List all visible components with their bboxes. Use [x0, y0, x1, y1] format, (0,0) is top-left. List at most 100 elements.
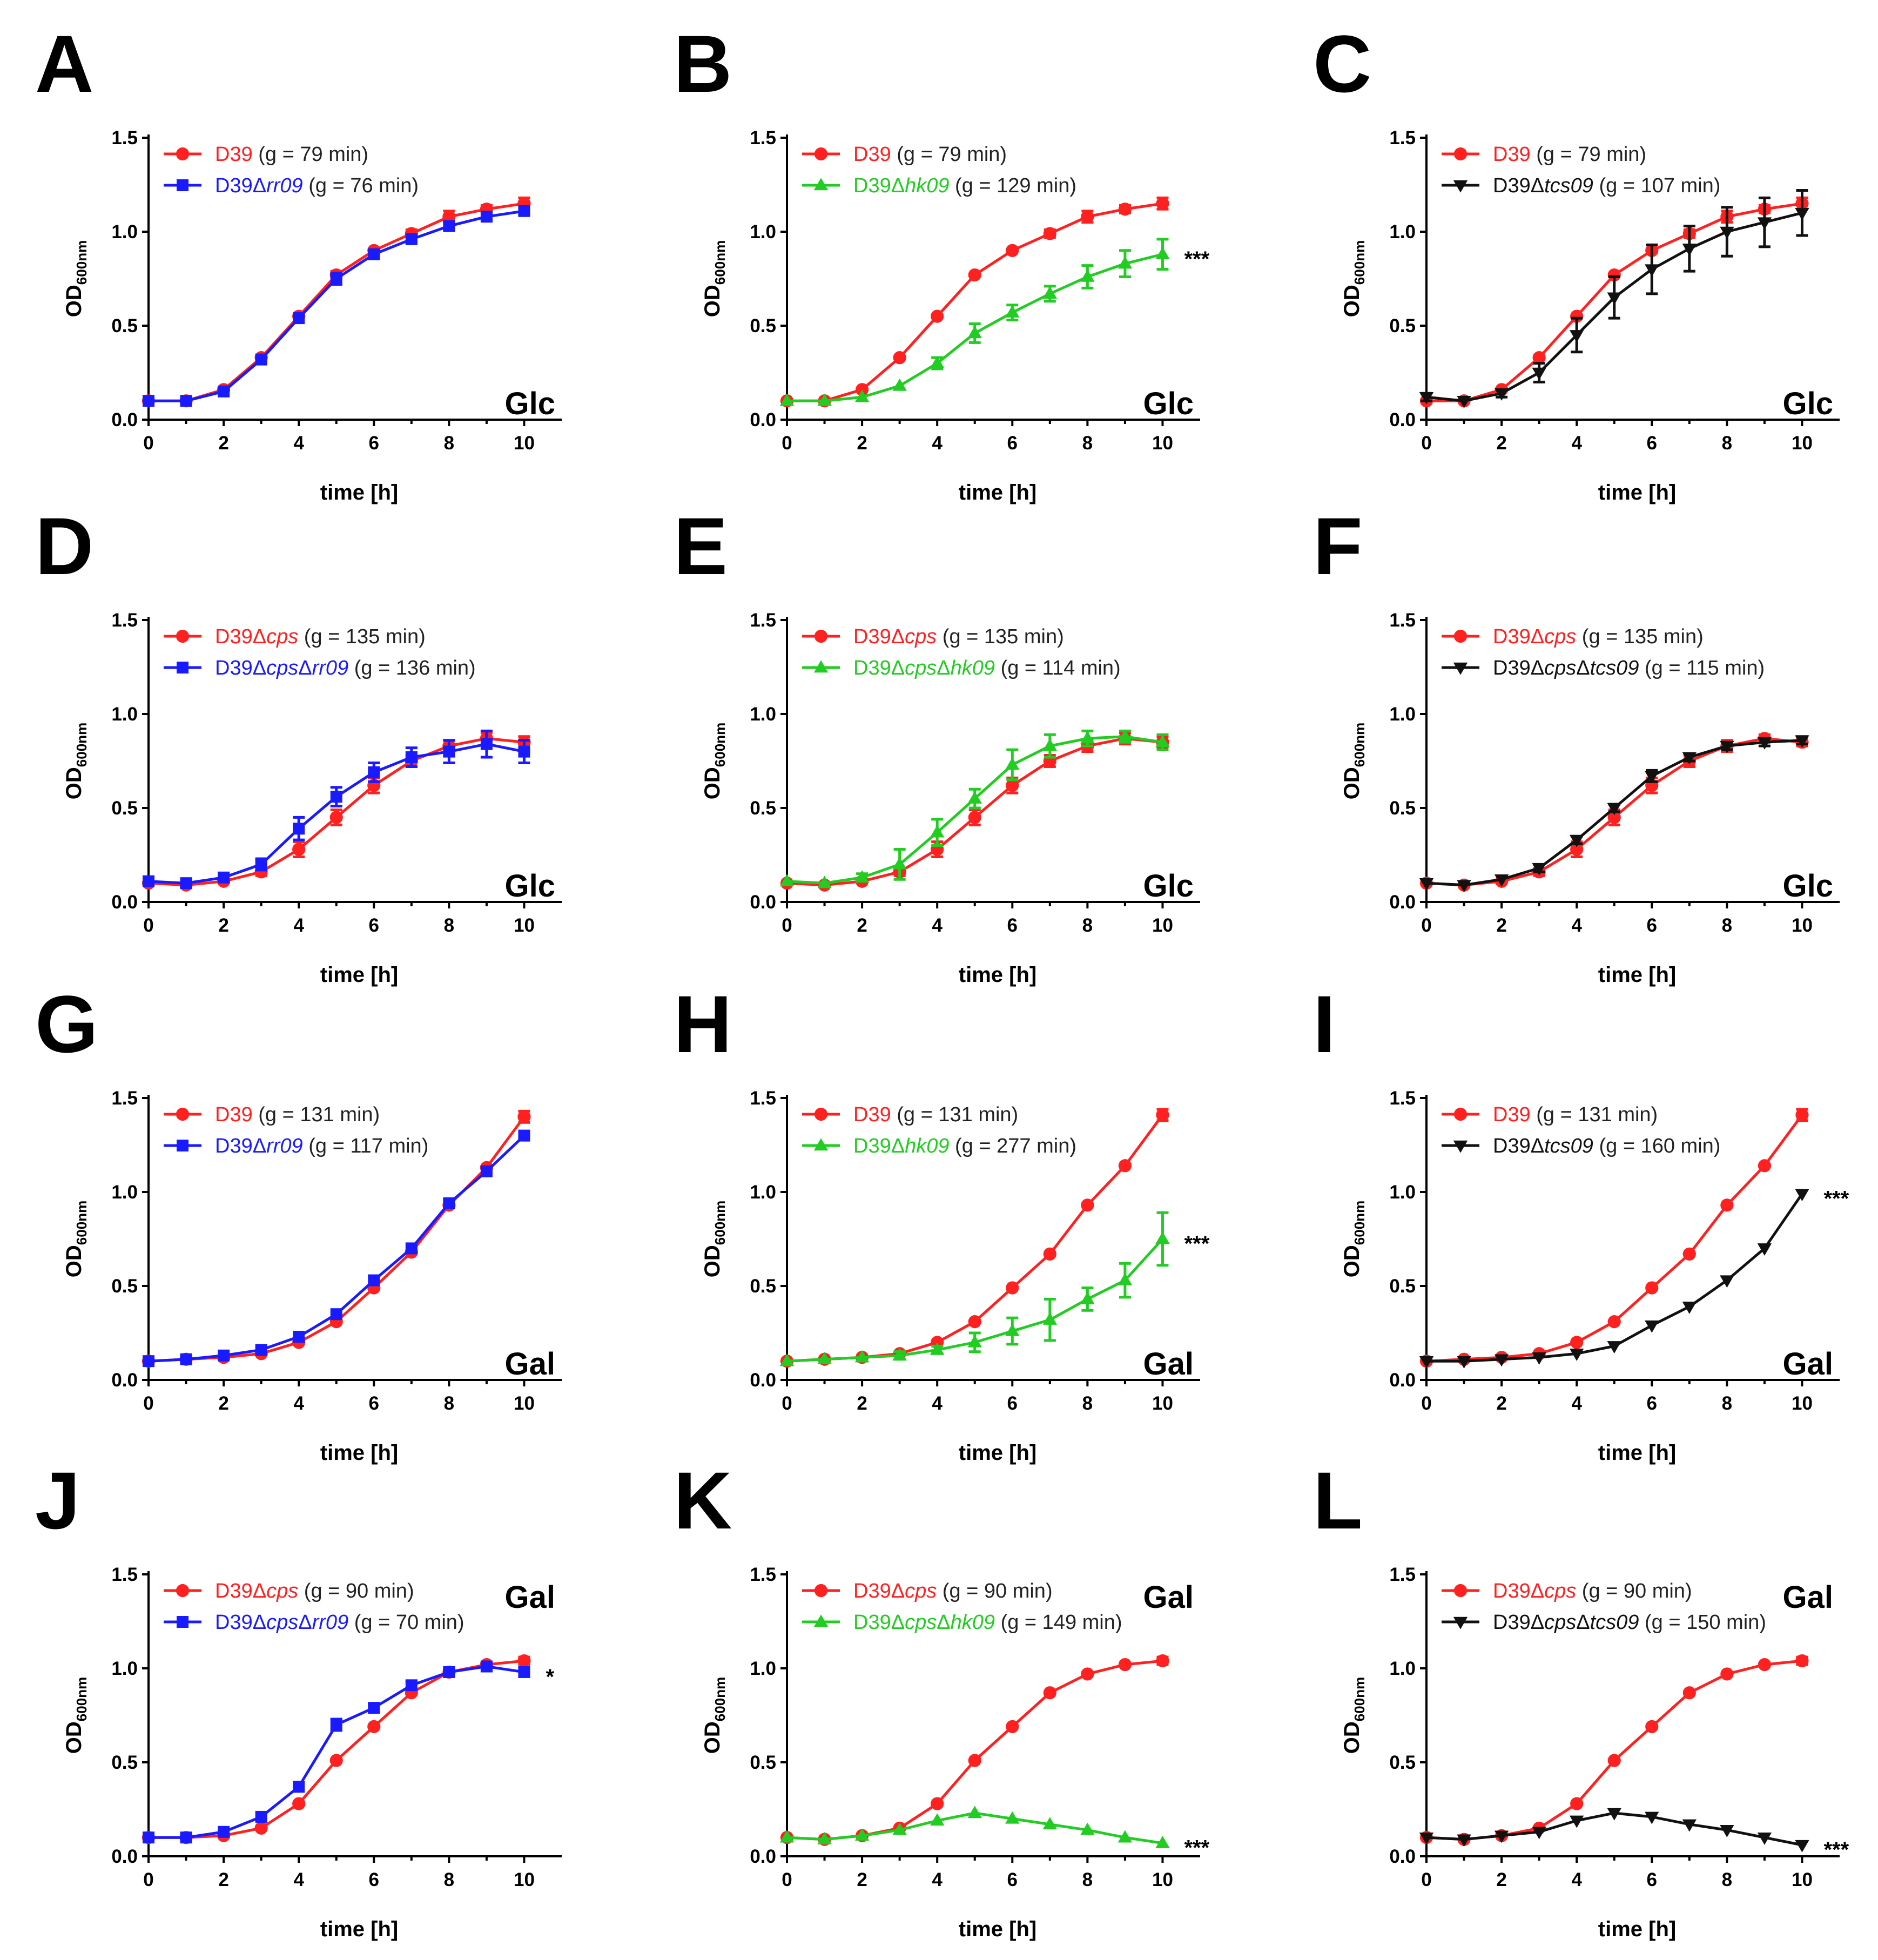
- y-tick-label: 1.0: [111, 221, 138, 243]
- significance-marker: *: [546, 1665, 554, 1689]
- y-axis-title-sub: 600nm: [1351, 1201, 1368, 1245]
- data-point: [968, 811, 981, 824]
- data-point: [1006, 244, 1019, 257]
- data-point: [779, 1830, 795, 1843]
- data-point: [1494, 1830, 1509, 1843]
- x-tick-label: 6: [1647, 915, 1657, 936]
- legend-label: D39ΔcpsΔhk09 (g = 114 min): [853, 657, 1121, 679]
- y-axis-title-sub: 600nm: [1351, 240, 1368, 285]
- series-j-1: [143, 1660, 530, 1844]
- legend-name-part: cps: [905, 1611, 937, 1634]
- x-tick-label: 4: [1571, 1393, 1582, 1414]
- data-point: [1757, 1243, 1772, 1256]
- legend-label: D39 (g = 79 min): [1493, 143, 1646, 166]
- panel-a: A 0.0 0.5 1.0 1.5 0 2 4 6 8 10 time [h] OD600nm D39 (…: [35, 18, 562, 504]
- y-tick-label: 0.0: [1389, 1846, 1416, 1867]
- legend-name-part: D39: [1493, 1103, 1531, 1126]
- y-tick-label: 0.0: [111, 1846, 138, 1867]
- x-tick-label: 6: [1007, 915, 1018, 936]
- data-point: [330, 1308, 342, 1321]
- x-tick-label: 2: [218, 433, 228, 454]
- panel-i: I 0.0 0.5 1.0 1.5 0 2 4 6 8 10 time [h] OD600nm D39 (…: [1313, 979, 1849, 1465]
- legend-name-part: D39: [215, 143, 253, 166]
- legend-a: D39 (g = 79 min) D39Δrr09 (g = 76 min): [164, 143, 419, 197]
- legend-name-part: rr09: [312, 657, 349, 679]
- legend-suffix: (g = 76 min): [303, 174, 419, 197]
- legend-suffix: (g = 136 min): [348, 657, 476, 679]
- panel-letter-f: F: [1313, 501, 1363, 591]
- data-point: [218, 1349, 230, 1362]
- legend-label: D39 (g = 79 min): [853, 143, 1007, 166]
- y-axis-title: OD600nm: [62, 723, 90, 799]
- y-axis-title-main: OD: [62, 1721, 86, 1754]
- legend-suffix: (g = 135 min): [1576, 625, 1704, 648]
- data-point: [254, 1821, 268, 1835]
- legend-suffix: (g = 79 min): [1531, 143, 1646, 166]
- y-axis-title-sub: 600nm: [712, 240, 728, 285]
- y-axis-title-main: OD: [701, 285, 724, 317]
- x-tick-label: 2: [857, 1869, 867, 1890]
- significance-marker: ***: [1184, 1232, 1209, 1256]
- legend-k: D39Δcps (g = 90 min)D39ΔcpsΔhk09 (g = 14…: [802, 1580, 1122, 1634]
- legend-name-part: cps: [1544, 625, 1576, 648]
- legend-label: D39Δcps (g = 90 min): [215, 1580, 414, 1602]
- data-point: [930, 1342, 945, 1355]
- data-point: [1042, 1817, 1058, 1830]
- data-point: [1005, 1323, 1020, 1336]
- x-tick-label: 2: [857, 433, 867, 454]
- data-point: [817, 875, 832, 888]
- data-point: [1118, 203, 1132, 216]
- legend-name-part: Δ: [937, 657, 950, 679]
- data-point: [518, 1129, 530, 1142]
- data-point: [292, 843, 306, 856]
- data-point: [480, 211, 493, 223]
- legend-swatch-marker: [813, 660, 829, 673]
- data-point: [405, 233, 418, 245]
- panel-c: C 0.0 0.5 1.0 1.5 0 2 4 6 8 10 time [h] OD600nm D39 (…: [1313, 18, 1840, 504]
- legend-name-part: Δ: [937, 1611, 950, 1634]
- data-point: [1081, 210, 1094, 224]
- x-tick-label: 2: [218, 1869, 228, 1890]
- legend-suffix: (g = 131 min): [891, 1103, 1019, 1126]
- y-axis-title: OD600nm: [701, 723, 728, 799]
- data-point: [255, 858, 267, 871]
- x-tick-label: 8: [444, 915, 454, 936]
- y-tick-label: 1.5: [750, 127, 776, 149]
- legend-swatch-marker: [1453, 1617, 1468, 1629]
- data-point: [180, 1353, 192, 1365]
- data-point: [892, 1348, 907, 1360]
- x-tick-label: 2: [1496, 1393, 1506, 1414]
- x-tick-label: 4: [1571, 1869, 1582, 1890]
- x-axis-title: time [h]: [1598, 963, 1676, 987]
- x-tick-label: 2: [857, 915, 867, 936]
- legend-name-part: cps: [905, 1580, 937, 1602]
- data-point: [1607, 1315, 1621, 1329]
- y-axis-title-sub: 600nm: [73, 723, 90, 767]
- legend-suffix: (g = 90 min): [937, 1580, 1052, 1602]
- legend-suffix: (g = 131 min): [1531, 1103, 1658, 1126]
- panel-letter-k: K: [674, 1455, 732, 1546]
- y-tick-label: 1.0: [111, 1658, 138, 1679]
- legend-swatch-marker: [1453, 629, 1468, 643]
- data-point: [1494, 874, 1509, 887]
- data-point: [443, 220, 455, 232]
- data-point: [1043, 227, 1056, 240]
- legend-b: D39 (g = 79 min) D39Δhk09 (g = 129 min): [802, 143, 1076, 197]
- condition-label: Glc: [1143, 868, 1194, 904]
- condition-label: Gal: [1143, 1346, 1194, 1382]
- data-point: [1042, 738, 1058, 751]
- data-point: [1042, 286, 1058, 299]
- data-point: [1419, 878, 1434, 891]
- panel-j: J 0.0 0.5 1.0 1.5 0 2 4 6 8 10 time [h] OD600nm D39Δc…: [35, 1455, 562, 1941]
- data-point: [1006, 1281, 1019, 1295]
- y-axis-title-main: OD: [62, 1245, 86, 1277]
- x-tick-label: 10: [1152, 1393, 1173, 1414]
- x-tick-label: 4: [1571, 915, 1582, 936]
- y-axis-title-main: OD: [701, 1245, 724, 1277]
- x-tick-label: 10: [1792, 915, 1813, 936]
- y-tick-label: 0.5: [750, 1752, 776, 1773]
- x-tick-label: 6: [369, 1869, 379, 1890]
- legend-swatch-marker: [813, 1614, 829, 1627]
- data-point: [180, 395, 192, 407]
